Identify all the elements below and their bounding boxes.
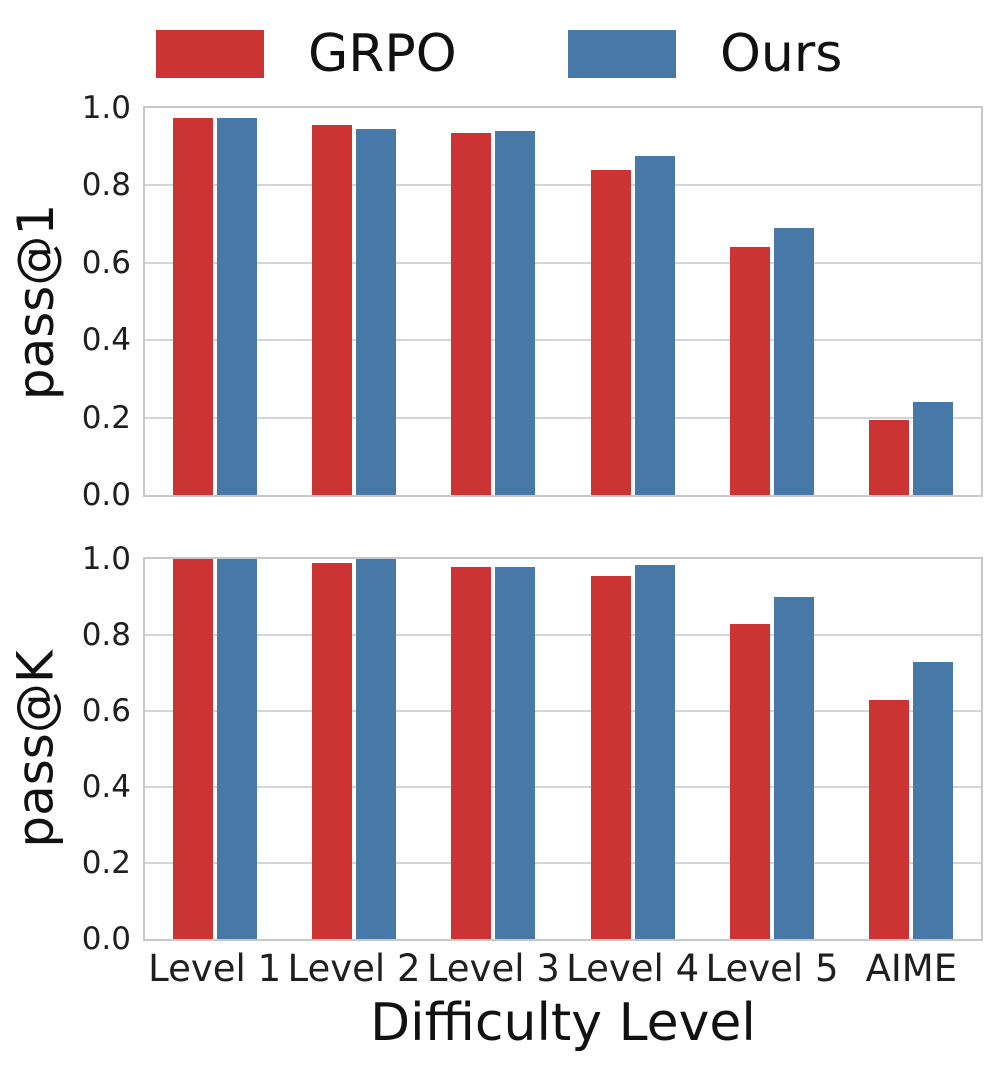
bar-grpo-aime-pass@1 [869,419,910,495]
y-axis-title-wrap-bottom: pass@K [0,557,72,941]
x-axis-title: Difficulty Level [370,993,756,1053]
gridline-0.2 [145,862,981,864]
y-tick-label-0.4: 0.4 [81,322,131,359]
gridline-0.6 [145,710,981,712]
bar-grpo-level-2-pass@1 [312,125,352,495]
bar-grpo-level-4-pass@1 [590,169,631,495]
ours-color-swatch [568,30,676,78]
x-tick-label-level-5: Level 5 [705,947,839,990]
y-tick-label-1.0: 1.0 [81,541,131,577]
bar-grpo-level-5-pass@1 [730,247,770,495]
bar-ours-level-2-pass@k [356,559,396,939]
bar-grpo-level-5-pass@k [730,623,770,939]
bar-ours-level-3-pass@k [495,566,536,939]
y-tick-label-0.2: 0.2 [81,399,131,436]
x-tick-label-level-4: Level 4 [566,947,700,990]
y-axis-title-pass-at-1: pass@1 [7,203,66,400]
y-tick-label-0.6: 0.6 [81,244,131,281]
grpo-color-swatch [156,30,264,78]
y-axis-title-wrap-top: pass@1 [0,106,72,497]
gridline-0.4 [145,786,981,788]
bar-ours-level-5-pass@1 [774,227,814,495]
bar-ours-level-1-pass@k [216,559,257,939]
x-tick-label-aime: AIME [865,947,958,990]
bar-grpo-level-3-pass@1 [451,133,492,495]
bar-ours-aime-pass@k [913,661,954,939]
bar-ours-level-2-pass@1 [356,129,396,495]
bar-ours-aime-pass@1 [913,402,954,495]
x-tick-label-level-1: Level 1 [148,947,282,990]
y-tick-label-0.4: 0.4 [81,769,131,805]
gridline-0.2 [145,416,981,419]
bar-ours-level-4-pass@k [634,564,675,939]
bar-ours-level-5-pass@k [774,597,814,939]
legend-item-ours: Ours [568,26,842,82]
bar-ours-level-4-pass@1 [634,156,675,495]
y-tick-label-0.0: 0.0 [81,477,131,513]
gridline-0.8 [145,184,981,187]
bar-ours-level-1-pass@1 [216,117,257,495]
x-tick-label-level-3: Level 3 [426,947,560,990]
bar-ours-level-3-pass@1 [495,131,536,495]
y-tick-label-0.0: 0.0 [81,921,131,957]
x-tick-label-level-2: Level 2 [287,947,421,990]
bar-grpo-level-4-pass@k [590,576,631,939]
legend-item-grpo: GRPO [156,26,457,82]
legend-label-grpo: GRPO [308,24,457,84]
plot-area-pass-at-1: 0.0 0.2 0.4 0.6 0.8 1.0 [82,90,983,513]
bar-grpo-level-2-pass@k [312,562,352,939]
y-tick-label-0.8: 0.8 [81,167,131,204]
y-axis-title-pass-at-k: pass@K [7,650,66,848]
y-tick-label-0.6: 0.6 [81,693,131,729]
y-tick-label-1.0: 1.0 [81,90,131,126]
legend: GRPO Ours [0,0,997,100]
y-tick-label-0.2: 0.2 [81,845,131,881]
bar-grpo-aime-pass@k [869,699,910,939]
gridline-0.8 [145,634,981,636]
bar-grpo-level-3-pass@k [451,566,492,939]
y-tick-label-0.8: 0.8 [81,617,131,653]
bar-grpo-level-1-pass@1 [172,117,213,495]
gridline-0.6 [145,261,981,264]
bar-grpo-level-1-pass@k [172,559,213,939]
gridline-0.4 [145,339,981,342]
legend-label-ours: Ours [720,24,843,84]
